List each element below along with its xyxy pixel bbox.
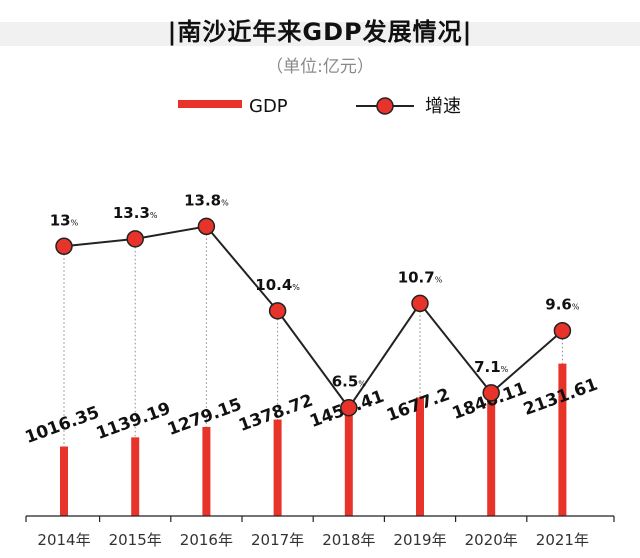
legend-rate-marker bbox=[376, 97, 394, 115]
chart-title: |南沙近年来GDP发展情况| bbox=[167, 18, 473, 46]
growth-rate-label: 13% bbox=[50, 211, 79, 229]
gdp-value-label: 1016.35 bbox=[22, 403, 102, 448]
gdp-bar bbox=[202, 426, 211, 516]
gdp-bar bbox=[416, 397, 424, 516]
growth-marker bbox=[55, 237, 73, 256]
growth-marker bbox=[411, 294, 429, 313]
legend-gdp-swatch bbox=[178, 100, 242, 108]
chart-subtitle: （单位:亿元） bbox=[266, 57, 374, 77]
legend-rate-label: 增速 bbox=[425, 96, 461, 117]
growth-line bbox=[63, 225, 564, 410]
growth-rate-label: 7.1% bbox=[474, 358, 509, 376]
title-band bbox=[0, 22, 640, 46]
growth-rate-label: 10.4% bbox=[255, 276, 300, 294]
growth-marker bbox=[268, 302, 287, 320]
x-tick-label: 2018年 bbox=[322, 531, 375, 549]
x-tick-label: 2015年 bbox=[109, 531, 162, 549]
growth-marker bbox=[482, 384, 500, 402]
growth-marker bbox=[197, 217, 216, 236]
growth-rate-label: 9.6% bbox=[545, 296, 580, 314]
gdp-bar bbox=[131, 437, 140, 516]
gdp-bar bbox=[344, 413, 353, 516]
gdp-bar bbox=[558, 363, 567, 516]
growth-rate-label: 13.8% bbox=[184, 191, 229, 209]
x-tick-label: 2014年 bbox=[37, 531, 90, 549]
growth-marker bbox=[340, 398, 358, 417]
growth-rate-label: 10.7% bbox=[398, 268, 443, 286]
x-tick-label: 2019年 bbox=[393, 531, 446, 549]
gdp-bar bbox=[487, 384, 496, 516]
x-tick-label: 2021年 bbox=[536, 531, 589, 549]
x-tick-label: 2020年 bbox=[465, 531, 518, 549]
growth-marker bbox=[553, 321, 572, 340]
gdp-bar bbox=[60, 446, 68, 516]
x-tick-label: 2017年 bbox=[251, 531, 304, 549]
growth-marker bbox=[126, 230, 144, 248]
growth-rate-label: 13.3% bbox=[113, 204, 158, 222]
gdp-value-label: 1139.19 bbox=[94, 399, 174, 444]
x-tick-label: 2016年 bbox=[180, 531, 233, 549]
legend-gdp-label: GDP bbox=[249, 96, 288, 117]
growth-rate-label: 6.5% bbox=[332, 373, 367, 391]
gdp-bar bbox=[273, 419, 282, 516]
